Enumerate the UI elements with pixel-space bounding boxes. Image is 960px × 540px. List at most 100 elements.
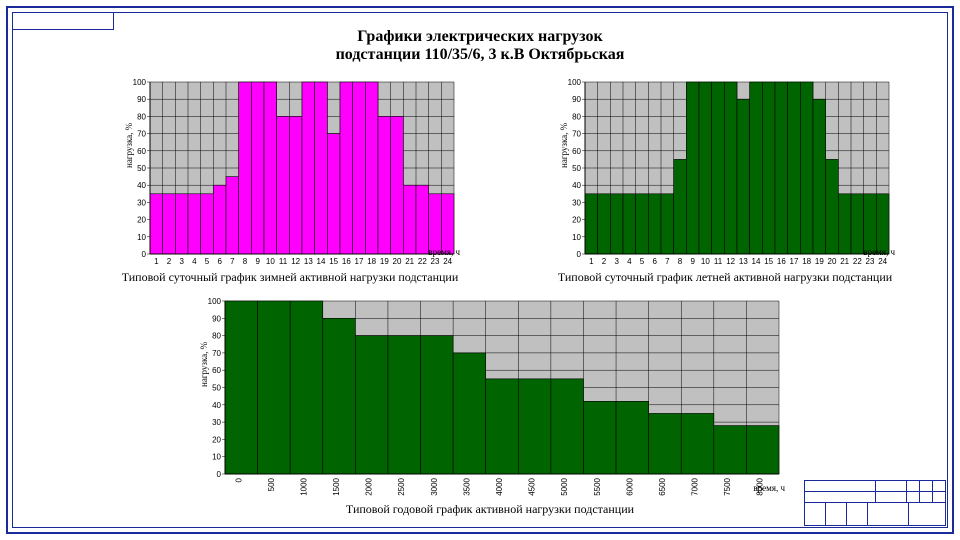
- svg-text:18: 18: [367, 257, 376, 266]
- svg-text:30: 30: [212, 418, 221, 427]
- summer-y-label: нагрузка, %: [559, 123, 569, 168]
- svg-text:60: 60: [212, 366, 221, 375]
- svg-text:2000: 2000: [365, 477, 374, 495]
- svg-text:40: 40: [212, 401, 221, 410]
- svg-text:1: 1: [154, 257, 159, 266]
- svg-text:4500: 4500: [528, 477, 537, 495]
- annual-chart: нагрузка, % 0102030405060708090100050010…: [195, 297, 785, 517]
- svg-text:20: 20: [212, 435, 221, 444]
- svg-text:6: 6: [652, 257, 657, 266]
- svg-text:3: 3: [614, 257, 619, 266]
- svg-text:6: 6: [217, 257, 222, 266]
- svg-text:3: 3: [179, 257, 184, 266]
- svg-text:1: 1: [589, 257, 594, 266]
- annual-chart-svg: 0102030405060708090100050010001500200025…: [195, 297, 785, 500]
- svg-text:6000: 6000: [625, 477, 634, 495]
- page-title: Графики электрических нагрузок подстанци…: [0, 28, 960, 64]
- svg-text:10: 10: [701, 257, 710, 266]
- svg-text:19: 19: [815, 257, 824, 266]
- svg-text:9: 9: [690, 257, 695, 266]
- svg-text:7: 7: [665, 257, 670, 266]
- svg-text:70: 70: [572, 130, 581, 139]
- svg-text:40: 40: [137, 181, 146, 190]
- winter-chart: нагрузка, % 0102030405060708090100123456…: [120, 78, 460, 285]
- svg-text:70: 70: [212, 349, 221, 358]
- svg-text:60: 60: [572, 147, 581, 156]
- svg-text:17: 17: [355, 257, 364, 266]
- svg-text:24: 24: [878, 257, 887, 266]
- summer-chart: нагрузка, % 0102030405060708090100123456…: [555, 78, 895, 285]
- svg-text:7: 7: [230, 257, 235, 266]
- svg-text:7500: 7500: [723, 477, 732, 495]
- svg-text:8: 8: [243, 257, 248, 266]
- svg-text:20: 20: [828, 257, 837, 266]
- svg-text:0: 0: [577, 250, 582, 259]
- svg-text:18: 18: [802, 257, 811, 266]
- svg-text:4000: 4000: [495, 477, 504, 495]
- svg-text:100: 100: [568, 78, 582, 87]
- svg-text:10: 10: [137, 233, 146, 242]
- svg-text:40: 40: [572, 181, 581, 190]
- svg-text:8: 8: [678, 257, 683, 266]
- svg-text:5: 5: [205, 257, 210, 266]
- svg-text:50: 50: [572, 164, 581, 173]
- svg-text:5000: 5000: [560, 477, 569, 495]
- svg-text:90: 90: [137, 95, 146, 104]
- winter-caption: Типовой суточный график зимней активной …: [120, 270, 460, 285]
- annual-y-label: нагрузка, %: [199, 342, 209, 387]
- summer-chart-svg: 0102030405060708090100123456789101112131…: [555, 78, 895, 268]
- svg-text:20: 20: [393, 257, 402, 266]
- svg-text:0: 0: [217, 470, 222, 479]
- title-line-1: Графики электрических нагрузок: [0, 28, 960, 46]
- svg-text:70: 70: [137, 130, 146, 139]
- svg-text:5500: 5500: [593, 477, 602, 495]
- svg-text:12: 12: [291, 257, 300, 266]
- summer-x-label: время, ч: [863, 247, 895, 257]
- svg-text:10: 10: [212, 453, 221, 462]
- svg-text:10: 10: [266, 257, 275, 266]
- winter-chart-svg: 0102030405060708090100123456789101112131…: [120, 78, 460, 268]
- svg-text:80: 80: [212, 332, 221, 341]
- svg-text:30: 30: [137, 198, 146, 207]
- svg-text:19: 19: [380, 257, 389, 266]
- svg-text:13: 13: [739, 257, 748, 266]
- svg-text:17: 17: [790, 257, 799, 266]
- svg-text:23: 23: [866, 257, 875, 266]
- svg-text:1000: 1000: [299, 477, 308, 495]
- svg-text:24: 24: [443, 257, 452, 266]
- svg-text:21: 21: [405, 257, 414, 266]
- svg-text:30: 30: [572, 198, 581, 207]
- svg-text:3000: 3000: [430, 477, 439, 495]
- svg-text:13: 13: [304, 257, 313, 266]
- svg-text:16: 16: [342, 257, 351, 266]
- svg-text:100: 100: [208, 297, 222, 306]
- svg-text:20: 20: [572, 216, 581, 225]
- svg-text:90: 90: [572, 95, 581, 104]
- annual-caption: Типовой годовой график активной нагрузки…: [195, 502, 785, 517]
- svg-text:500: 500: [267, 477, 276, 491]
- svg-text:12: 12: [726, 257, 735, 266]
- svg-text:23: 23: [431, 257, 440, 266]
- svg-text:11: 11: [279, 257, 288, 266]
- svg-text:60: 60: [137, 147, 146, 156]
- svg-text:2500: 2500: [397, 477, 406, 495]
- svg-text:50: 50: [212, 384, 221, 393]
- winter-y-label: нагрузка, %: [124, 123, 134, 168]
- svg-text:50: 50: [137, 164, 146, 173]
- svg-text:80: 80: [137, 112, 146, 121]
- svg-text:22: 22: [853, 257, 862, 266]
- svg-text:14: 14: [317, 257, 326, 266]
- svg-text:11: 11: [714, 257, 723, 266]
- svg-text:5: 5: [640, 257, 645, 266]
- svg-text:15: 15: [329, 257, 338, 266]
- summer-caption: Типовой суточный график летней активной …: [555, 270, 895, 285]
- svg-text:9: 9: [255, 257, 260, 266]
- svg-text:0: 0: [234, 477, 243, 482]
- svg-text:2: 2: [602, 257, 607, 266]
- title-block: [804, 480, 946, 526]
- svg-text:4: 4: [627, 257, 632, 266]
- svg-text:6500: 6500: [658, 477, 667, 495]
- svg-text:14: 14: [752, 257, 761, 266]
- svg-text:16: 16: [777, 257, 786, 266]
- svg-text:3500: 3500: [462, 477, 471, 495]
